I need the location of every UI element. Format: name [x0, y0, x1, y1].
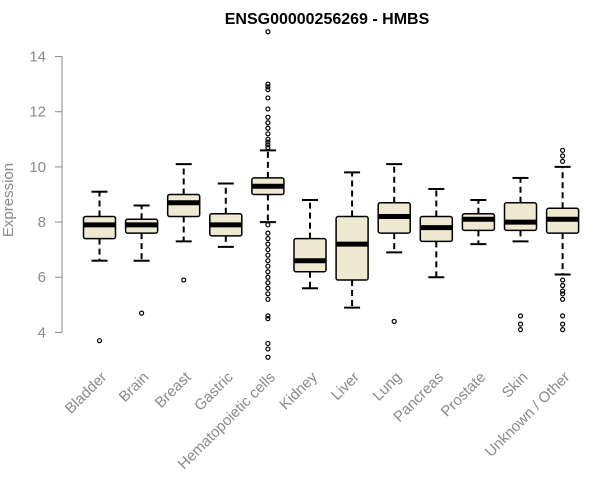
outlier-point [265, 84, 271, 90]
x-tick-label: Breast [152, 368, 195, 411]
outlier-point [265, 263, 271, 269]
x-tick-label: Skin [499, 369, 532, 402]
x-tick-label: Brain [116, 369, 153, 406]
outlier-point [265, 252, 271, 258]
outlier-point [265, 87, 271, 93]
y-tick-label: 14 [29, 49, 46, 66]
outlier-point [517, 321, 524, 327]
outlier-point [139, 310, 145, 316]
x-tick-label: Liver [328, 369, 363, 404]
outlier-point [265, 354, 271, 360]
box-group [545, 147, 580, 333]
outlier-point [559, 288, 566, 294]
box-iqr [82, 215, 117, 240]
x-tick-label: Kidney [276, 368, 321, 413]
outlier-point [559, 321, 566, 327]
outlier-point [265, 280, 271, 286]
box-iqr [461, 213, 496, 232]
box-group [124, 204, 159, 316]
y-tick-label: 12 [29, 104, 46, 121]
boxes-layer [82, 29, 580, 360]
outlier-point [265, 144, 271, 151]
outlier-point [265, 285, 271, 291]
outlier-point [265, 131, 271, 137]
box-group [166, 163, 201, 283]
outlier-point [559, 282, 566, 289]
outlier-point [559, 147, 566, 153]
outlier-point [559, 277, 566, 283]
outlier-point [265, 136, 271, 142]
outlier-point [391, 318, 397, 324]
outlier-point [559, 327, 566, 333]
outlier-point [265, 340, 271, 347]
y-axis-label: Expression [0, 163, 17, 237]
chart-title: ENSG00000256269 - HMBS [225, 11, 430, 28]
outlier-point [559, 153, 566, 159]
outlier-point [265, 139, 271, 145]
outlier-point [559, 313, 566, 319]
outlier-point [265, 29, 271, 35]
y-tick-label: 4 [38, 324, 46, 341]
outlier-point [517, 313, 524, 319]
outlier-point [265, 142, 271, 148]
outlier-point [265, 258, 271, 264]
x-tick-label: Lung [369, 369, 405, 405]
outlier-point [265, 222, 271, 228]
outlier-point [181, 277, 187, 283]
outlier-point [96, 338, 103, 344]
outlier-point [265, 291, 271, 297]
box-iqr [166, 193, 201, 218]
outlier-point [265, 296, 271, 302]
outlier-point [559, 291, 566, 297]
box-iqr [503, 202, 538, 232]
outlier-point [265, 95, 271, 101]
y-axis: 4 6 8 10 12 14 [29, 49, 63, 341]
outlier-point [265, 120, 271, 126]
y-tick-label: 10 [29, 159, 46, 176]
outlier-point [265, 274, 271, 280]
outlier-point [265, 236, 271, 242]
box-group [419, 187, 454, 279]
x-tick-label: Bladder [62, 369, 111, 418]
box-group [209, 182, 243, 248]
box-group [335, 171, 369, 309]
outlier-point [559, 158, 566, 164]
outlier-point [265, 230, 271, 236]
x-tick-label: Prostate [438, 369, 490, 421]
outlier-point [265, 247, 271, 253]
outlier-point [265, 81, 271, 87]
y-tick-label: 8 [38, 214, 46, 231]
box-group [293, 199, 327, 290]
box-group [82, 190, 117, 344]
outlier-point [265, 269, 271, 275]
outlier-point [265, 114, 271, 120]
outlier-point [559, 296, 566, 302]
y-tick-label: 6 [38, 269, 46, 286]
box-iqr [335, 215, 369, 281]
outlier-point [265, 125, 271, 131]
outlier-point [517, 327, 524, 333]
box-iqr [293, 237, 327, 273]
outlier-point [265, 106, 271, 112]
outlier-point [265, 313, 271, 319]
outlier-point [265, 316, 271, 322]
outlier-point [265, 346, 271, 352]
outlier-point [265, 241, 271, 247]
box-group [251, 29, 285, 360]
box-group [503, 176, 538, 333]
box-group [461, 199, 496, 246]
box-group [377, 163, 411, 324]
